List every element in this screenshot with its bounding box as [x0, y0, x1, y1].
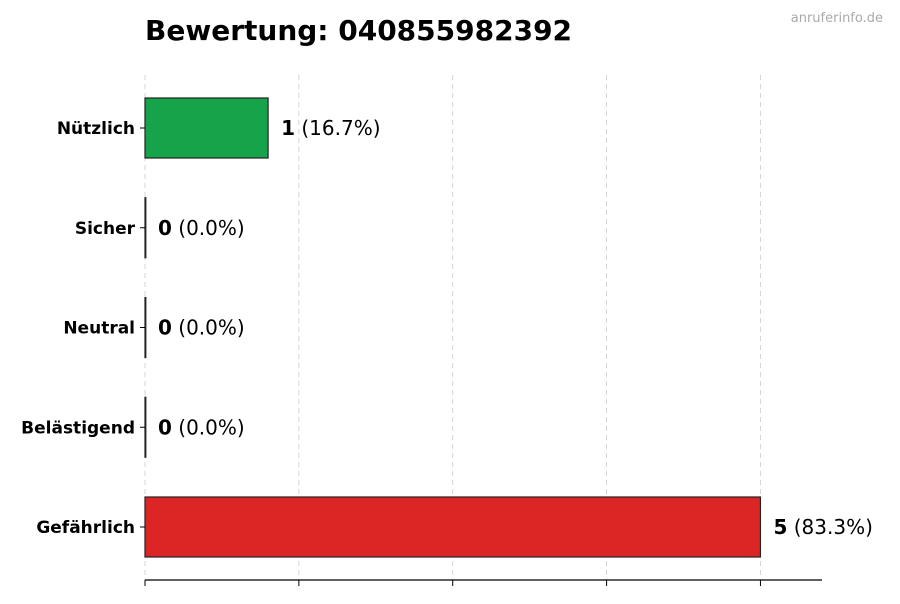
category-label: Sicher	[75, 219, 136, 239]
bar-1	[144, 197, 147, 259]
bar-3	[144, 396, 147, 458]
bar-4	[144, 496, 762, 558]
data-percent: (16.7%)	[295, 116, 381, 140]
data-label: 0 (0.0%)	[158, 415, 245, 439]
category-label: Neutral	[63, 319, 135, 339]
data-value: 5	[773, 515, 787, 539]
data-percent: (0.0%)	[172, 216, 245, 240]
data-label: 0 (0.0%)	[158, 216, 245, 240]
data-value: 0	[158, 415, 172, 439]
chart-title: Bewertung: 040855982392	[145, 14, 572, 47]
data-percent: (0.0%)	[172, 415, 245, 439]
data-label: 0 (0.0%)	[158, 316, 245, 340]
data-percent: (0.0%)	[172, 316, 245, 340]
data-value: 0	[158, 216, 172, 240]
category-label: Nützlich	[57, 119, 135, 139]
bar-0	[144, 97, 269, 159]
data-value: 0	[158, 316, 172, 340]
watermark: anruferinfo.de	[791, 11, 883, 26]
category-label: Gefährlich	[36, 518, 135, 538]
bar-2	[144, 296, 147, 359]
data-label: 1 (16.7%)	[281, 116, 380, 140]
data-value: 1	[281, 116, 295, 140]
data-percent: (83.3%)	[787, 515, 873, 539]
data-label: 5 (83.3%)	[773, 515, 872, 539]
category-label: Belästigend	[21, 418, 135, 438]
